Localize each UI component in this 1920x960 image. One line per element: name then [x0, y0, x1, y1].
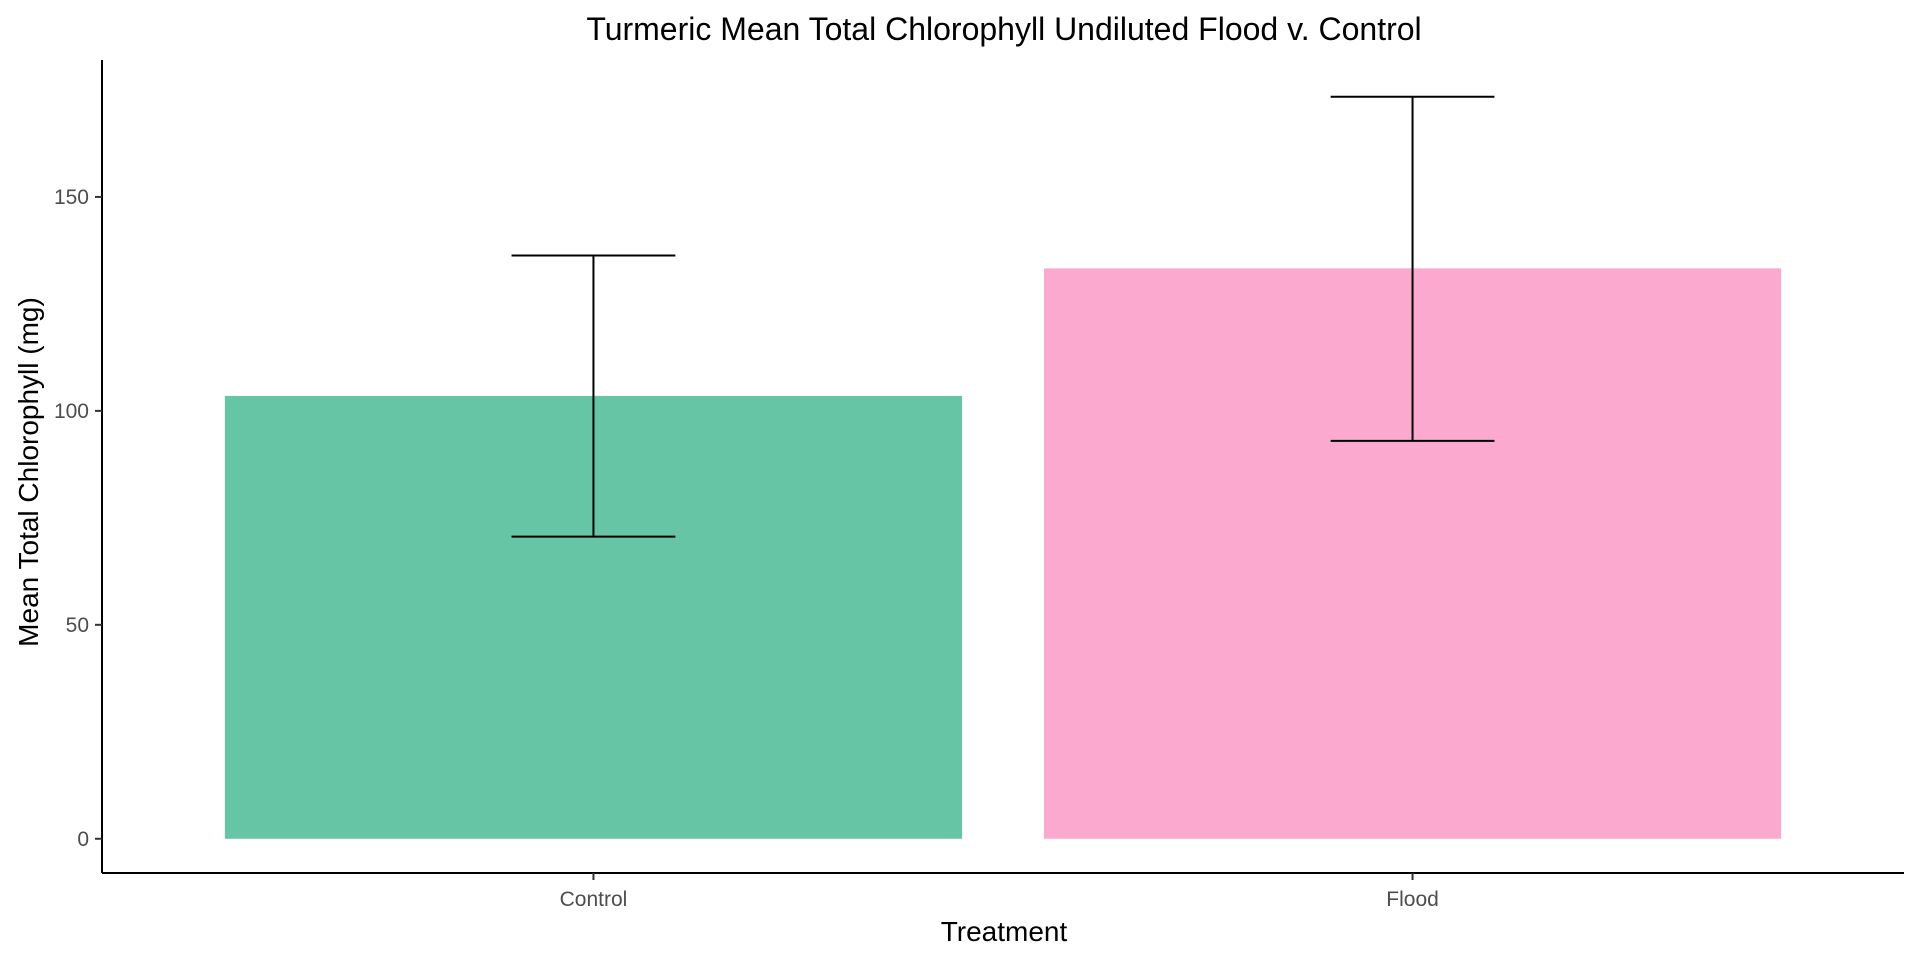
y-tick-label: 50	[66, 614, 89, 637]
y-tick-label: 150	[54, 186, 89, 209]
y-axis-title: Mean Total Chlorophyll (mg)	[13, 297, 44, 647]
x-axis-title: Treatment	[941, 916, 1068, 947]
x-tick-label-flood: Flood	[1386, 888, 1439, 911]
y-tick-label: 0	[77, 828, 89, 851]
x-tick-label-control: Control	[560, 888, 628, 911]
chart-title: Turmeric Mean Total Chlorophyll Undilute…	[586, 11, 1421, 47]
y-tick-label: 100	[54, 400, 89, 423]
plot-area: 0 50 100 150 Control Flood	[54, 60, 1904, 911]
